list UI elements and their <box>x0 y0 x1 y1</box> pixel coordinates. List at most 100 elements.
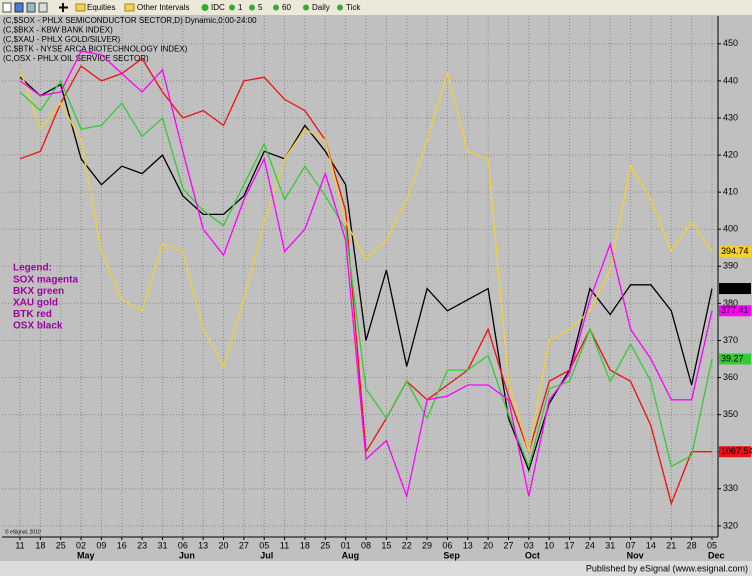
icon <box>303 4 309 11</box>
last-value-box <box>719 353 751 365</box>
header-line: (C,$BKX - KBW BANK INDEX) <box>3 26 113 35</box>
last-value-label: 394.74 <box>721 246 749 256</box>
month-label: Jun <box>179 550 195 560</box>
icon <box>229 4 235 11</box>
x-tick-label: 07 <box>626 540 636 550</box>
legend-entry: OSX black <box>13 321 63 332</box>
x-tick-label: 15 <box>381 540 391 550</box>
x-tick-label: 27 <box>503 540 513 550</box>
legend-entry: SOX magenta <box>13 275 78 286</box>
series-line <box>19 50 713 499</box>
last-value-box <box>719 283 751 295</box>
x-tick-label: 23 <box>137 540 147 550</box>
toolbar-item[interactable]: Daily <box>312 3 330 12</box>
icon <box>249 4 255 11</box>
series-line <box>19 69 713 452</box>
icon <box>38 2 48 13</box>
toolbar-item[interactable]: Tick <box>346 3 361 12</box>
toolbar-item[interactable]: 1 <box>238 3 243 12</box>
icon <box>75 3 86 12</box>
month-label: Nov <box>627 550 644 560</box>
icon <box>201 4 209 11</box>
toolbar-item[interactable]: 5 <box>258 3 263 12</box>
icon <box>273 4 279 11</box>
y-tick-label: 330 <box>723 483 738 493</box>
icon <box>59 3 68 12</box>
x-tick-label: 20 <box>219 540 229 550</box>
y-tick-label: 350 <box>723 409 738 419</box>
y-tick-label: 320 <box>723 520 738 530</box>
y-tick-label: 370 <box>723 335 738 345</box>
icon <box>337 4 343 11</box>
x-tick-label: 06 <box>178 540 188 550</box>
series-line <box>19 57 712 506</box>
month-label: Sep <box>443 550 460 560</box>
x-tick-label: 09 <box>96 540 106 550</box>
legend-title: Legend: <box>13 263 52 274</box>
y-tick-label: 410 <box>723 187 738 197</box>
x-tick-label: 05 <box>259 540 269 550</box>
toolbar-item[interactable]: Equities <box>87 3 115 12</box>
x-tick-label: 11 <box>280 540 289 550</box>
y-tick-label: 420 <box>723 149 738 159</box>
icon <box>26 2 36 13</box>
x-tick-label: 10 <box>544 540 554 550</box>
x-tick-label: 16 <box>117 540 127 550</box>
x-tick-label: 24 <box>585 540 595 550</box>
x-tick-label: 17 <box>565 540 575 550</box>
x-tick-label: 22 <box>402 540 412 550</box>
y-tick-label: 450 <box>723 38 738 48</box>
y-tick-label: 430 <box>723 112 738 122</box>
x-tick-label: 03 <box>524 540 534 550</box>
legend-entry: BTK red <box>13 309 52 320</box>
last-value-box <box>719 446 751 458</box>
x-tick-label: 11 <box>15 540 24 550</box>
x-tick-label: 18 <box>300 540 310 550</box>
last-value-box <box>719 305 751 317</box>
icon <box>124 3 135 12</box>
header-line: (C,$SOX - PHLX SEMICONDUCTOR SECTOR,D) D… <box>3 16 257 25</box>
y-tick-label: 440 <box>723 75 738 85</box>
month-label: Jul <box>260 550 273 560</box>
legend-entry: BKX green <box>13 286 64 297</box>
x-tick-label: 02 <box>76 540 86 550</box>
month-label: May <box>77 550 95 560</box>
x-tick-label: 13 <box>463 540 473 550</box>
toolbar-bg <box>0 0 752 15</box>
x-tick-label: 05 <box>707 540 717 550</box>
x-tick-label: 31 <box>605 540 615 550</box>
footer-bg <box>0 561 752 576</box>
y-tick-label: 360 <box>723 372 738 382</box>
x-tick-label: 13 <box>198 540 208 550</box>
toolbar-item[interactable]: Other Intervals <box>137 3 189 12</box>
x-tick-label: 28 <box>687 540 697 550</box>
x-tick-label: 27 <box>239 540 249 550</box>
legend-entry: XAU gold <box>13 298 58 309</box>
icon <box>2 2 12 13</box>
toolbar-item[interactable]: IDC <box>211 3 225 12</box>
x-tick-label: 01 <box>341 540 351 550</box>
header-line: (C,$XAU - PHLX GOLD/SILVER) <box>3 35 121 44</box>
last-value-label: 1067.54 <box>721 446 752 456</box>
x-tick-label: 08 <box>361 540 371 550</box>
x-tick-label: 18 <box>35 540 45 550</box>
y-tick-label: 380 <box>723 298 738 308</box>
copyright: © eSignal, 2010 <box>5 528 41 535</box>
month-label: Aug <box>342 550 360 560</box>
x-tick-label: 25 <box>320 540 330 550</box>
last-value-label: 377.41 <box>721 305 749 315</box>
toolbar: Equities Other Intervals IDC 1 5 60 Dail… <box>0 0 752 15</box>
x-tick-label: 25 <box>56 540 66 550</box>
x-tick-label: 31 <box>157 540 167 550</box>
series-line <box>19 79 713 469</box>
icon <box>14 2 24 13</box>
header-line: (C,OSX - PHLX OIL SERVICE SECTOR) <box>3 54 149 63</box>
month-label: Dec <box>708 550 725 560</box>
last-value-label: 39.27 <box>721 353 744 363</box>
toolbar-item[interactable]: 60 <box>282 3 291 12</box>
footer-text: Published by eSignal (www.esignal.com) <box>586 563 748 573</box>
month-label: Oct <box>525 550 540 560</box>
x-tick-label: 21 <box>666 540 676 550</box>
